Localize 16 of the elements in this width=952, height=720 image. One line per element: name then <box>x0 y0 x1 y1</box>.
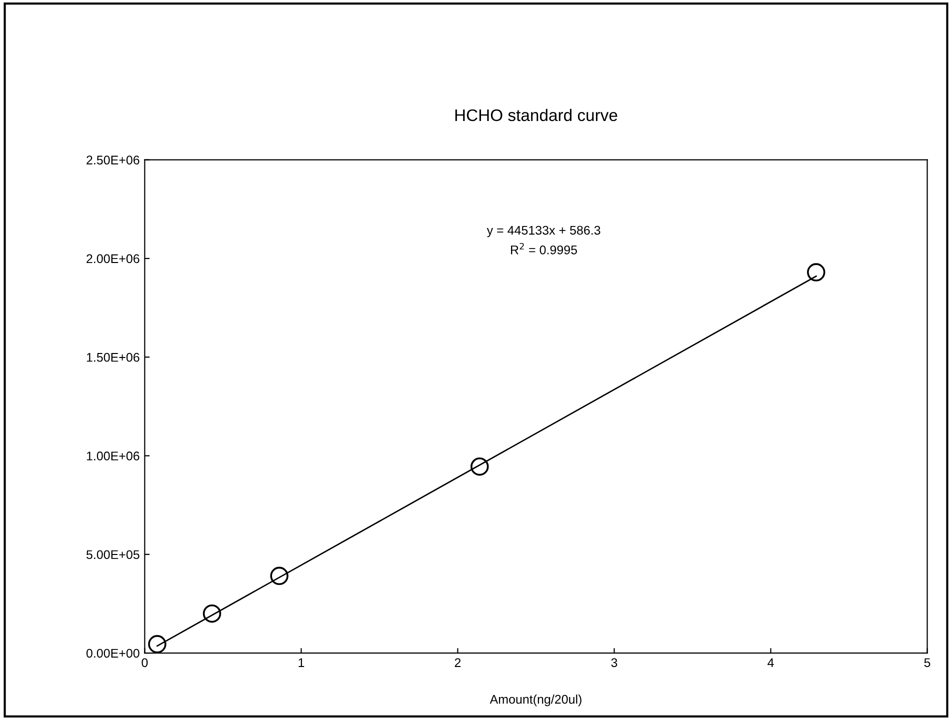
y-tick-label: 1.00E+06 <box>86 452 140 460</box>
x-tick-label: 2 <box>454 658 461 667</box>
annotation: R$^{2}$ = 0.9995 <box>511 242 577 254</box>
y-tick-label: 1.50E+06 <box>86 352 140 362</box>
x-tick-label: 3 <box>611 658 618 668</box>
x-tick-label: 5 <box>924 658 930 668</box>
annotation: y = 445133x + 586.3 <box>486 226 600 238</box>
chart-title: HCHO standard curve <box>455 108 618 122</box>
y-tick-label: 2.00E+06 <box>86 254 140 264</box>
x-tick-label: 4 <box>768 658 774 667</box>
y-tick-label: 5.00E+05 <box>86 550 140 560</box>
x-tick-label: 0 <box>142 658 148 668</box>
y-tick-label: 2.50E+06 <box>86 156 140 164</box>
x-axis-title: Amount(ng/20ul) <box>490 694 582 706</box>
y-tick-label: 0.00E+00 <box>86 648 140 658</box>
x-tick-label: 1 <box>298 658 304 667</box>
